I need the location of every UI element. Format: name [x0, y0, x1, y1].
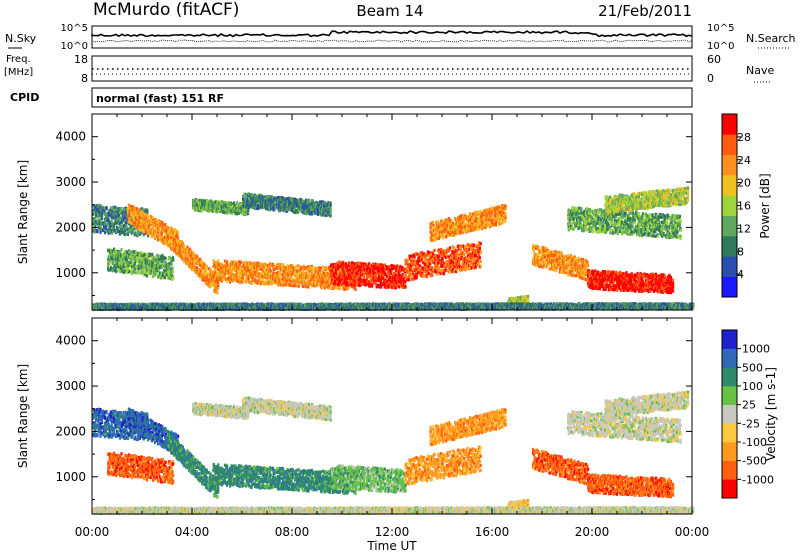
- power-cell: [136, 256, 138, 259]
- power-cell: [296, 270, 298, 273]
- power-cell: [172, 276, 174, 279]
- power-cell: [165, 257, 167, 260]
- nave-right-bottom-tick: 0: [707, 72, 714, 85]
- power-cell: [172, 259, 174, 262]
- freq-left-top-tick: 18: [74, 53, 88, 66]
- power-cell: [147, 215, 149, 218]
- freq-label-line1: Freq.: [6, 54, 31, 65]
- freq-left-bottom-tick: 8: [81, 72, 88, 85]
- noise-right-bottom-tick: 10^0: [707, 41, 734, 52]
- power-cell: [270, 270, 272, 273]
- power-cell: [352, 262, 354, 265]
- power-cell: [245, 280, 247, 283]
- power-cell: [120, 248, 122, 251]
- power-cell: [134, 262, 136, 265]
- nsky-label: N.Sky: [5, 32, 37, 45]
- power-cell: [240, 261, 242, 264]
- power-cell: [123, 207, 125, 210]
- power-cell: [255, 275, 257, 278]
- power-cell: [302, 285, 304, 288]
- power-cell: [146, 209, 148, 212]
- power-cell: [131, 231, 133, 234]
- power-cell: [216, 291, 218, 294]
- date-title: 21/Feb/2011: [598, 2, 692, 20]
- power-cell: [321, 286, 323, 289]
- power-cell: [151, 253, 153, 256]
- power-cell: [115, 266, 117, 269]
- power-cell: [115, 270, 117, 273]
- freq-label-line2: [MHz]: [4, 67, 33, 78]
- power-cell: [165, 225, 167, 228]
- power-cell: [206, 267, 208, 270]
- power-cell: [111, 220, 113, 223]
- power-cell: [99, 231, 101, 234]
- power-cell: [108, 269, 110, 272]
- power-cell: [223, 201, 225, 204]
- power-cell: [97, 230, 99, 233]
- power-cell: [138, 271, 140, 274]
- power-cell: [257, 207, 259, 210]
- noise-strip-frame: [92, 26, 692, 48]
- power-cell: [277, 196, 279, 199]
- power-cell: [171, 262, 173, 265]
- power-cell: [298, 264, 300, 267]
- power-cell: [177, 231, 179, 234]
- power-cell: [156, 272, 158, 275]
- power-cell: [96, 204, 98, 207]
- power-cell: [157, 238, 159, 241]
- power-cell: [105, 207, 107, 210]
- power-cell: [94, 218, 96, 221]
- nave-label: Nave: [746, 64, 774, 77]
- power-cell: [226, 261, 228, 264]
- cpid-label: CPID: [10, 91, 39, 104]
- power-cell: [186, 246, 188, 249]
- power-cell: [171, 267, 173, 270]
- power-cell: [217, 284, 219, 287]
- power-cell: [217, 259, 219, 262]
- power-cell: [257, 204, 259, 207]
- power-cell: [355, 288, 357, 291]
- power-cell: [135, 271, 137, 274]
- power-cell: [301, 278, 303, 281]
- noise-left-top-tick: 10^5: [61, 23, 88, 34]
- power-cell: [213, 259, 215, 262]
- noise-left-bottom-tick: 10^0: [61, 41, 88, 52]
- power-cell: [344, 270, 346, 273]
- power-cell: [330, 204, 332, 207]
- power-cell: [330, 207, 332, 210]
- power-cell: [330, 212, 332, 215]
- power-cell: [128, 213, 130, 216]
- power-cell: [298, 285, 300, 288]
- power-cell: [308, 199, 310, 202]
- beam-title: Beam 14: [356, 2, 423, 20]
- power-cell: [293, 284, 295, 287]
- power-cell: [182, 242, 184, 245]
- power-cell: [127, 233, 129, 236]
- power-cell: [232, 279, 234, 282]
- nsearch-trace: [92, 40, 692, 42]
- nave-right-top-tick: 60: [707, 53, 721, 66]
- power-cell: [266, 279, 268, 282]
- cpid-text: normal (fast) 151 RF: [96, 92, 224, 105]
- noise-traces: [92, 31, 692, 42]
- power-cell: [320, 266, 322, 269]
- power-cell: [236, 280, 238, 283]
- power-cell: [273, 268, 275, 271]
- power-cell: [139, 228, 141, 231]
- power-cell: [124, 229, 126, 232]
- power-cell: [137, 234, 139, 237]
- power-cell: [101, 215, 103, 218]
- rti-figure: McMurdo (fitACF) Beam 14 21/Feb/2011 N.S…: [0, 0, 800, 554]
- power-heatmap: [92, 186, 694, 311]
- power-cell: [124, 233, 126, 236]
- power-cell: [144, 253, 146, 256]
- power-cell: [276, 274, 278, 277]
- station-title: McMurdo (fitACF): [93, 0, 239, 20]
- power-cell: [172, 270, 174, 273]
- nsearch-label: N.Search: [746, 32, 796, 45]
- power-cell: [329, 287, 331, 290]
- power-cell: [110, 206, 112, 209]
- noise-right-top-tick: 10^5: [707, 23, 734, 34]
- nsky-trace: [92, 31, 692, 36]
